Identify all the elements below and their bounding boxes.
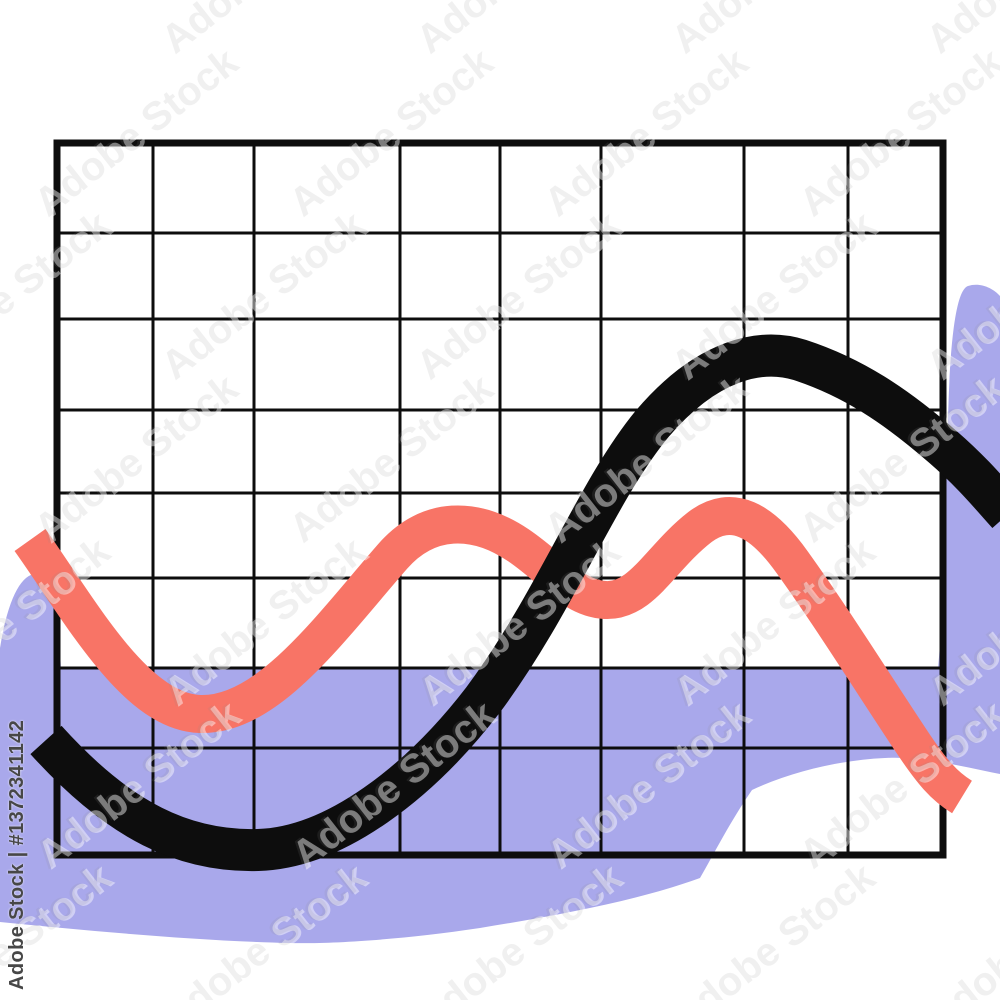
background-blob — [0, 284, 1000, 944]
black-curve-series — [30, 334, 1000, 872]
watermark-tile-text: Adobe Stock — [0, 0, 119, 62]
watermark-tile-text: Adobe Stock — [153, 0, 373, 62]
watermark-tile-text: Adobe Stock — [408, 202, 628, 388]
watermark-tile-text: Adobe Stock — [26, 39, 246, 225]
watermark-tile-text: Adobe Stock — [153, 202, 373, 388]
watermark-tile-text: Adobe Stock — [918, 854, 1000, 1000]
watermark-tile-text: Adobe Stock — [536, 39, 756, 225]
watermark-tile-text: Adobe Stock — [0, 0, 122, 62]
watermark-tile-text: Adobe Stock — [791, 39, 1000, 225]
watermark-tile-text: Adobe Stock — [663, 0, 883, 62]
watermark-tile-text: Adobe Stock — [408, 0, 628, 62]
watermark-credit: Adobe Stock | #1372341142 — [6, 719, 28, 990]
chart-frame — [53, 139, 947, 859]
watermark-tile-text: Adobe Stock — [281, 39, 501, 225]
